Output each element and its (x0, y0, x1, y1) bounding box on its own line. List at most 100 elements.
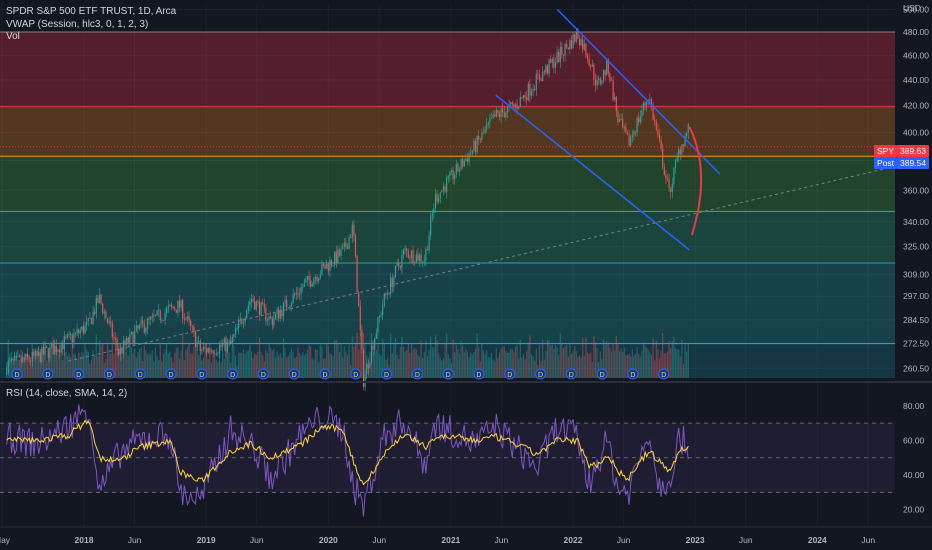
candle-body (638, 118, 640, 123)
volume-legend[interactable]: Vol (6, 31, 20, 42)
candle-body (38, 351, 40, 356)
candle-body (438, 198, 440, 202)
volume-bar (186, 347, 189, 378)
symbol-legend[interactable]: SPDR S&P 500 ETF TRUST, 1D, Arca (6, 6, 177, 17)
candle-body (169, 304, 171, 307)
candle-body (514, 104, 517, 107)
time-tick-label: 2018 (75, 535, 94, 545)
candle-body (246, 310, 248, 319)
volume-bar (457, 348, 459, 378)
candle-body (497, 110, 499, 113)
volume-bar (674, 348, 677, 378)
candle-body (420, 254, 422, 262)
volume-bar (188, 343, 190, 378)
candle-body (242, 322, 245, 324)
candle-body (289, 306, 291, 309)
volume-bar (105, 358, 107, 378)
candle-body (404, 248, 406, 251)
candle-body (585, 43, 587, 56)
volume-bar (492, 359, 494, 378)
candle-body (74, 332, 77, 335)
dividend-label: D (107, 372, 112, 379)
candle-body (532, 89, 534, 92)
volume-bar (665, 353, 667, 378)
candle-body (95, 297, 97, 314)
volume-bar (118, 343, 120, 378)
candle-body (586, 55, 589, 59)
drawings[interactable] (0, 8, 896, 362)
volume-bar (497, 358, 499, 378)
volume-bar (114, 346, 117, 378)
volume-bar (231, 347, 233, 378)
volume-bar (386, 357, 389, 378)
candle-body (428, 235, 430, 251)
candle-body (190, 320, 192, 327)
volume-bar (518, 358, 520, 378)
volume-bar (502, 346, 504, 378)
volume-bar (646, 347, 648, 378)
candle-body (412, 250, 414, 263)
dividend-marker (658, 368, 670, 380)
volume-bar (633, 355, 635, 378)
candle-body (182, 300, 184, 319)
candle-body (73, 334, 75, 343)
candle-body (329, 260, 331, 271)
candle-body (415, 254, 417, 263)
volume-bar (574, 345, 576, 378)
candle-body (495, 110, 497, 117)
volume-bar (607, 342, 609, 378)
candle-body (321, 263, 323, 275)
candle-body (17, 355, 19, 357)
candle-body (340, 249, 342, 256)
dividend-label: D (600, 372, 605, 379)
candle-body (297, 292, 299, 294)
time-tick-label: May (0, 535, 11, 545)
volume-bar (425, 340, 427, 378)
volume-bar (332, 356, 334, 378)
candle-body (18, 355, 21, 357)
dividend-label: D (507, 372, 512, 379)
volume-bar (207, 359, 209, 378)
candle-body (142, 320, 144, 324)
volume-bar (295, 356, 297, 378)
volume-bar (327, 346, 329, 378)
candle-body (94, 311, 96, 314)
candle-body (478, 136, 480, 140)
volume-bar (670, 348, 672, 378)
candle-body (258, 301, 261, 316)
rsi-legend[interactable]: RSI (14, close, SMA, 14, 2) (6, 388, 128, 399)
volume-bar (358, 349, 360, 378)
volume-bar (556, 347, 558, 378)
candle-body (559, 46, 561, 63)
candle-body (193, 327, 195, 332)
candle-body (127, 337, 129, 344)
volume-bar (409, 352, 411, 378)
fib-zone (0, 262, 895, 344)
volume-bar (668, 340, 670, 378)
candle-body (649, 99, 651, 101)
candle-body (140, 320, 142, 325)
candle-body (686, 132, 688, 136)
volume-bar (222, 353, 224, 378)
candle-body (199, 341, 201, 351)
candle-body (524, 94, 526, 98)
volume-bar (652, 338, 654, 378)
candle-body (348, 237, 350, 249)
volume-bar (378, 353, 381, 378)
volume-bar (458, 353, 461, 378)
candle-body (550, 59, 552, 63)
vwap-legend[interactable]: VWAP (Session, hlc3, 0, 1, 2, 3) (6, 19, 149, 30)
candle-body (300, 287, 302, 295)
candle-body (639, 116, 641, 123)
candle-body (510, 102, 512, 105)
volume-bar (316, 350, 318, 378)
volume-bar (28, 354, 30, 378)
candle-body (156, 310, 158, 316)
candle-body (383, 293, 385, 306)
candle-body (25, 353, 27, 360)
volume-bar (111, 341, 113, 378)
volume-bar (439, 357, 441, 378)
volume-bar (420, 340, 422, 378)
volume-bar (482, 350, 485, 378)
